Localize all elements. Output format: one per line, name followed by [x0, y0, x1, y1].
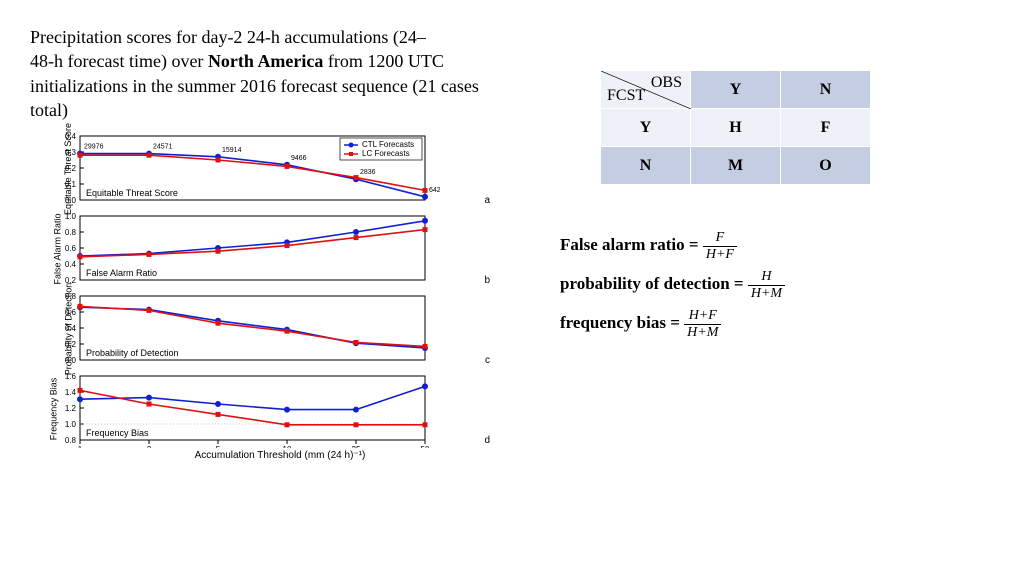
svg-text:False Alarm Ratio: False Alarm Ratio — [86, 268, 157, 278]
formula-block: False alarm ratio = FH+F probability of … — [560, 225, 940, 342]
svg-text:2: 2 — [147, 445, 152, 448]
svg-text:0.8: 0.8 — [65, 436, 77, 445]
panel-d: Frequency Bias0.81.01.21.41.6125102550Fr… — [30, 370, 480, 448]
svg-text:1.6: 1.6 — [65, 372, 77, 381]
svg-text:642: 642 — [429, 187, 440, 194]
panel-letter-d: d — [484, 435, 490, 446]
ct-hit: H — [691, 109, 781, 147]
panel-b: False Alarm Ratio0.20.40.60.81.0False Al… — [30, 210, 480, 288]
fb-den: H+M — [684, 325, 721, 340]
right-column: OBS FCST Y N Y H F N M O False alarm rat… — [560, 70, 940, 342]
svg-text:1.4: 1.4 — [65, 388, 77, 397]
panel-letter-c: c — [485, 355, 490, 366]
ylabel-a: Equitable Threat Score — [63, 123, 73, 215]
svg-text:24571: 24571 — [153, 144, 173, 151]
title-line1: Precipitation scores for day-2 24-h accu… — [30, 27, 426, 47]
title-line4: total) — [30, 100, 68, 120]
pod-den: H+M — [748, 286, 785, 301]
formula-far: False alarm ratio = FH+F — [560, 225, 940, 264]
svg-text:0.6: 0.6 — [65, 244, 77, 253]
far-label: False alarm ratio = — [560, 235, 703, 254]
chart-stack: Equitable Threat Score0.00.10.20.30.4299… — [30, 130, 480, 461]
ct-fcst-y: Y — [601, 109, 691, 147]
svg-text:1.2: 1.2 — [65, 404, 77, 413]
fb-label: frequency bias = — [560, 313, 684, 332]
svg-text:1.0: 1.0 — [65, 420, 77, 429]
ylabel-b: False Alarm Ratio — [53, 214, 63, 285]
svg-text:25: 25 — [352, 445, 361, 448]
panel-a: Equitable Threat Score0.00.10.20.30.4299… — [30, 130, 480, 208]
svg-text:2836: 2836 — [360, 169, 376, 176]
x-axis-label: Accumulation Threshold (mm (24 h)⁻¹) — [80, 450, 480, 461]
ct-correct-neg: O — [781, 147, 871, 185]
formula-fb: frequency bias = H+FH+M — [560, 303, 940, 342]
ct-obs-label: OBS — [651, 74, 682, 92]
ct-fcst-n: N — [601, 147, 691, 185]
ct-false: F — [781, 109, 871, 147]
contingency-table: OBS FCST Y N Y H F N M O — [600, 70, 871, 185]
svg-text:0.4: 0.4 — [65, 260, 77, 269]
svg-text:Probability of Detection: Probability of Detection — [86, 348, 179, 358]
svg-text:1: 1 — [78, 445, 83, 448]
svg-text:9466: 9466 — [291, 155, 307, 162]
svg-text:0.8: 0.8 — [65, 228, 77, 237]
svg-text:15914: 15914 — [222, 147, 242, 154]
figure-title: Precipitation scores for day-2 24-h accu… — [30, 25, 530, 122]
svg-text:1.0: 1.0 — [65, 212, 77, 221]
svg-text:LC Forecasts: LC Forecasts — [362, 149, 410, 158]
title-line2-pre: 48-h forecast time) over — [30, 51, 208, 71]
svg-text:10: 10 — [283, 445, 292, 448]
pod-label: probability of detection = — [560, 274, 748, 293]
title-region: North America — [208, 51, 323, 71]
ct-corner: OBS FCST — [601, 71, 691, 109]
far-den: H+F — [703, 247, 737, 262]
ct-obs-n: N — [781, 71, 871, 109]
svg-text:50: 50 — [421, 445, 430, 448]
ct-fcst-label: FCST — [607, 87, 645, 105]
formula-pod: probability of detection = HH+M — [560, 264, 940, 303]
svg-text:5: 5 — [216, 445, 221, 448]
svg-text:29976: 29976 — [84, 144, 104, 151]
far-num: F — [703, 230, 737, 246]
ct-miss: M — [691, 147, 781, 185]
panel-letter-b: b — [484, 275, 490, 286]
svg-text:Frequency Bias: Frequency Bias — [86, 428, 149, 438]
svg-text:Equitable Threat Score: Equitable Threat Score — [86, 188, 178, 198]
ylabel-c: Probability of Detection — [63, 283, 73, 376]
pod-num: H — [748, 269, 785, 285]
fb-num: H+F — [684, 308, 721, 324]
title-line2-post: from 1200 UTC — [323, 51, 444, 71]
ylabel-d: Frequency Bias — [48, 378, 58, 441]
title-line3: initializations in the summer 2016 forec… — [30, 76, 479, 96]
svg-text:CTL Forecasts: CTL Forecasts — [362, 140, 414, 149]
panel-c: Probability of Detection0.00.20.40.60.8P… — [30, 290, 480, 368]
panel-letter-a: a — [484, 195, 490, 206]
ct-obs-y: Y — [691, 71, 781, 109]
